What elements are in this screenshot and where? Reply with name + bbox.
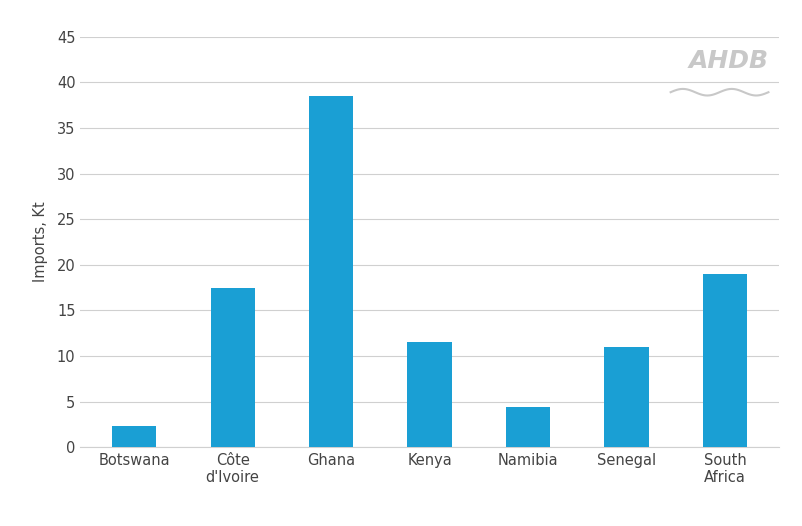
Bar	[309, 96, 353, 447]
Bar	[112, 426, 156, 447]
Text: AHDB: AHDB	[687, 49, 768, 73]
Bar	[505, 407, 549, 447]
Bar	[604, 347, 648, 447]
Y-axis label: Imports, Kt: Imports, Kt	[34, 201, 48, 282]
Bar	[407, 342, 452, 447]
Bar	[702, 274, 746, 447]
Bar	[210, 288, 254, 447]
